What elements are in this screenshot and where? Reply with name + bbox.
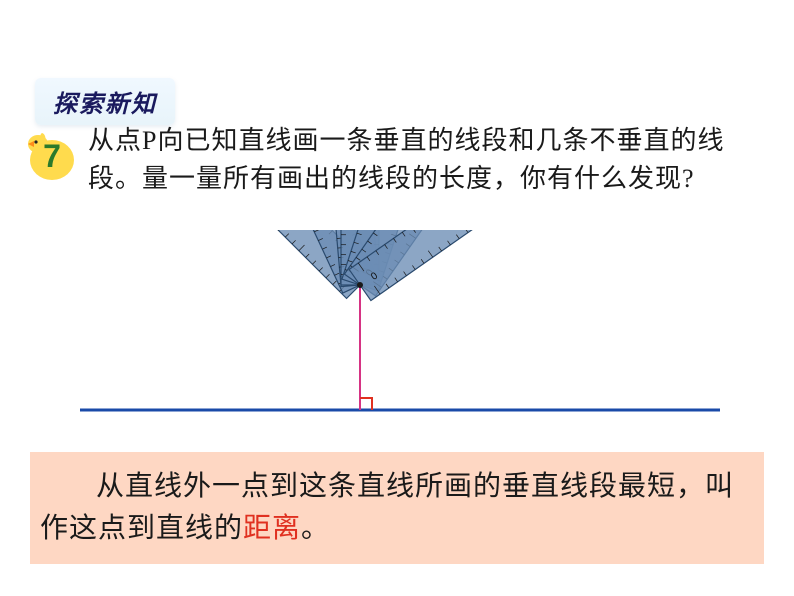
section-header-text: 探索新知	[53, 92, 157, 118]
problem-number-badge: 7	[26, 130, 78, 182]
problem-number: 7	[43, 138, 61, 175]
section-header: 探索新知	[35, 78, 175, 125]
question-text: 从点P向已知直线画一条垂直的线段和几条不垂直的线段。量一量所有画出的线段的长度，…	[88, 122, 748, 197]
geometry-diagram: 012012012012012012012	[60, 230, 740, 560]
